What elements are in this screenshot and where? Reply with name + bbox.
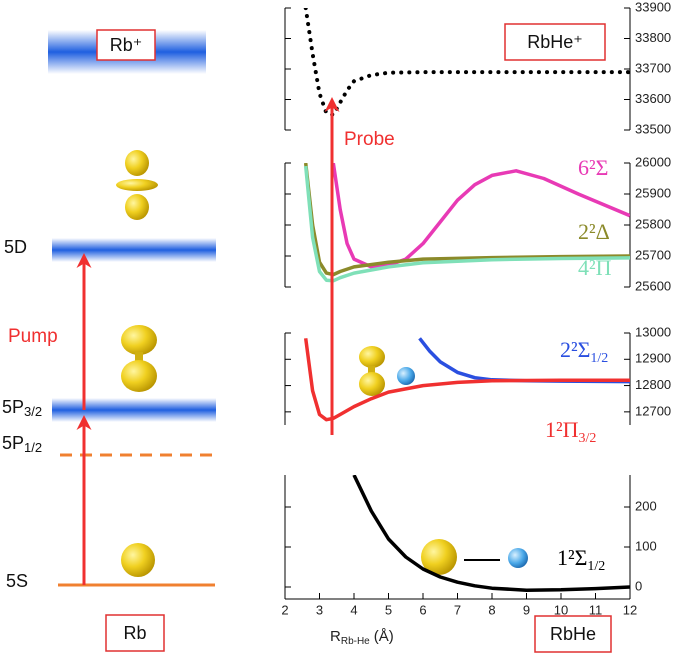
series-name: 2²Δ [578, 219, 610, 244]
curve [331, 163, 630, 269]
series-label: 6²Σ [578, 155, 608, 180]
level-label: 5P3/2 [2, 397, 42, 420]
y-tick-label: 26000 [635, 154, 671, 169]
y-tick-label: 13000 [635, 324, 671, 339]
level-diagram: Rb⁺ 5D 5P3/2 5P1/2 5S Pump Rb [2, 29, 216, 652]
molecule-ion-label: RbHe⁺ [527, 32, 583, 52]
series-label: 4²Π [578, 255, 612, 280]
series-name: 1²Π [545, 417, 579, 442]
series-name: 4²Π [578, 255, 612, 280]
molecule-label: RbHe [550, 624, 596, 644]
y-tick-label: 25800 [635, 216, 671, 231]
x-tick-label: 7 [454, 602, 461, 617]
y-tick-label: 33900 [635, 0, 671, 14]
x-tick-label: 9 [523, 602, 530, 617]
pump-label: Pump [8, 326, 58, 347]
curve [303, 338, 630, 422]
level-band [52, 238, 216, 262]
x-tick-label: 10 [554, 602, 568, 617]
y-tick-label: 33500 [635, 121, 671, 136]
x-tick-label: 11 [589, 602, 603, 617]
y-tick-label: 25700 [635, 247, 671, 262]
x-axis-unit: (Å) [374, 628, 394, 645]
series-subscript: 1/2 [587, 559, 605, 574]
x-tick-label: 8 [488, 602, 495, 617]
curve [352, 475, 630, 592]
orbital [116, 150, 158, 577]
series-name: 6²Σ [578, 155, 608, 180]
y-tick-label: 12900 [635, 351, 671, 366]
series-subscript: 3/2 [578, 431, 596, 446]
label-box [105, 614, 165, 652]
x-axis-label: RRb-He (Å) [330, 628, 394, 647]
panel: 12700 12800 12900 13000 2²Σ1/2 1²Π3/2 [284, 324, 671, 446]
level-label: 5S [6, 571, 28, 591]
series-label: 1²Π3/2 [545, 417, 596, 446]
y-tick-label: 25900 [635, 185, 671, 200]
curve [303, 163, 630, 277]
level-label: 5P [2, 433, 24, 453]
x-tick-label: 3 [316, 602, 323, 617]
panel: 33500 33600 33700 33800 33900 [284, 0, 671, 136]
x-axis-subscript: Rb-He [341, 636, 370, 647]
x-tick-label: 2 [281, 602, 288, 617]
x-tick-label: 12 [623, 602, 637, 617]
series-subscript: 1/2 [590, 351, 608, 366]
y-tick-label: 33600 [635, 91, 671, 106]
series-label: 2²Δ [578, 219, 610, 244]
y-tick-label: 12700 [635, 403, 671, 418]
y-tick-label: 25600 [635, 278, 671, 293]
atom-label: Rb [123, 623, 146, 643]
y-tick-label: 12800 [635, 377, 671, 392]
x-tick-label: 4 [350, 602, 357, 617]
curve [303, 165, 630, 283]
x-tick-label: 5 [385, 602, 392, 617]
label-box [96, 29, 156, 61]
y-tick-label: 33800 [635, 30, 671, 45]
series-name: 1²Σ [557, 545, 587, 570]
y-tick-label: 100 [635, 538, 657, 553]
y-tick-label: 0 [635, 578, 642, 593]
curve [303, 8, 630, 117]
level-subscript: 1/2 [24, 440, 42, 455]
panel: 0 100 200 2 3 4 5 6 7 8 9 10 11 12 RRb-He (Å) 1²Σ1/2 [281, 475, 657, 647]
level-label: 5D [4, 237, 27, 257]
series-name: 2²Σ [560, 337, 590, 362]
series-label: 2²Σ1/2 [560, 337, 608, 366]
level-label: 5P1/2 [2, 433, 42, 456]
plots: 3350033600337003380033900256002570025800… [281, 0, 671, 647]
level-band [52, 398, 216, 422]
label-box [504, 23, 606, 61]
panel: 25600 25700 25800 25900 26000 6²Σ 2²Δ 4²Π [284, 154, 671, 293]
level-label: 5P [2, 397, 24, 417]
x-axis-label: R [330, 628, 341, 645]
level-subscript: 3/2 [24, 404, 42, 419]
y-tick-label: 200 [635, 498, 657, 513]
molecule-picture [359, 346, 528, 575]
series-label: 1²Σ1/2 [557, 545, 605, 574]
y-tick-label: 33700 [635, 60, 671, 75]
probe-label: Probe [344, 129, 395, 150]
label-box [534, 615, 612, 653]
x-tick-label: 6 [419, 602, 426, 617]
ion-label: Rb⁺ [110, 35, 143, 55]
